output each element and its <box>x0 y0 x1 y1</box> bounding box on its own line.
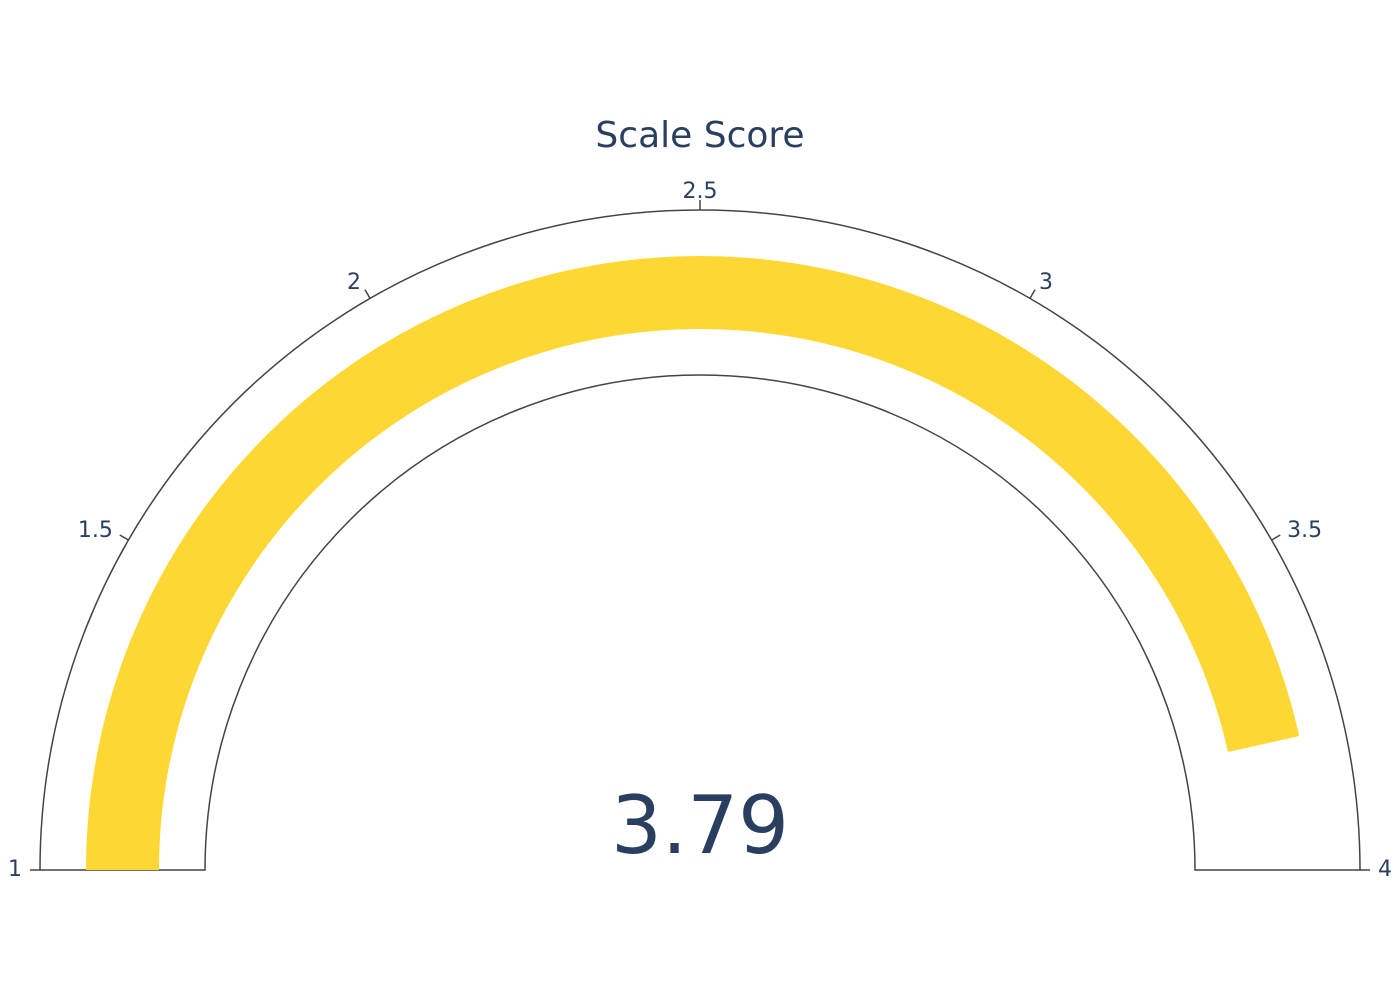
gauge-value-bar <box>86 256 1300 870</box>
gauge-tick-mark <box>1029 289 1036 299</box>
gauge-tick-mark <box>1271 534 1281 541</box>
gauge-tick-mark <box>364 289 371 299</box>
gauge-title: Scale Score <box>595 115 804 156</box>
gauge-tick-label: 4 <box>1378 857 1392 882</box>
gauge-value: 3.79 <box>611 779 789 872</box>
gauge-tick-label: 1 <box>8 857 22 882</box>
gauge-tick-label: 3.5 <box>1287 518 1322 543</box>
gauge-tick-label: 2 <box>347 270 361 295</box>
gauge-outline <box>39 209 1361 871</box>
gauge-tick-mark <box>119 534 129 541</box>
gauge-tick-label: 1.5 <box>78 518 113 543</box>
gauge-ticks: 1 1.5 2 2.5 3 3.5 4 <box>8 179 1392 882</box>
gauge-tick-label: 3 <box>1039 270 1053 295</box>
gauge-tick-label: 2.5 <box>683 179 718 204</box>
